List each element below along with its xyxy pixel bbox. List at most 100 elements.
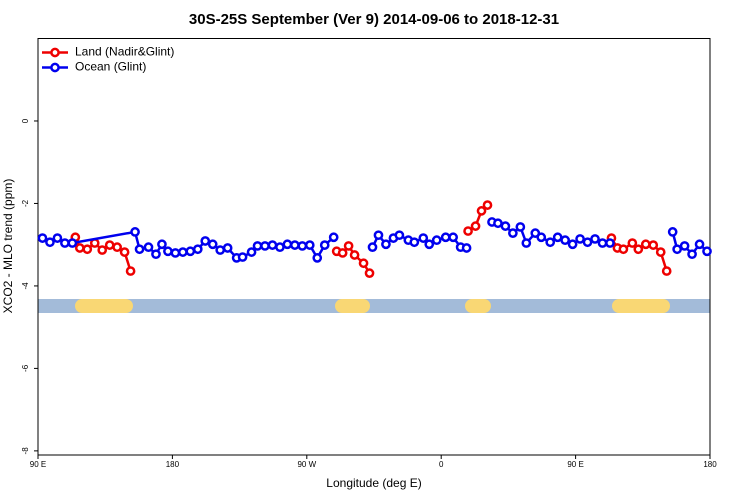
- data-point: [52, 233, 63, 243]
- data-point: [328, 232, 339, 243]
- data-point: [297, 241, 308, 251]
- data-point: [500, 221, 511, 231]
- data-point: [151, 249, 161, 260]
- legend-label: Ocean (Glint): [75, 60, 146, 74]
- data-point: [597, 238, 608, 248]
- chart-title: 30S-25S September (Ver 9) 2014-09-06 to …: [189, 11, 559, 28]
- legend-label: Land (Nadir&Glint): [75, 45, 174, 59]
- data-point: [508, 228, 518, 238]
- data-point: [536, 232, 547, 243]
- data-point: [409, 237, 420, 248]
- data-point: [343, 241, 354, 251]
- data-point: [312, 253, 323, 263]
- data-point: [200, 236, 211, 246]
- data-point: [633, 244, 644, 255]
- data-point: [493, 218, 503, 229]
- data-point: [381, 239, 391, 250]
- data-point: [337, 248, 348, 258]
- data-point: [590, 234, 600, 244]
- data-point: [260, 241, 270, 251]
- data-point: [431, 235, 442, 246]
- data-point: [618, 244, 629, 255]
- data-point: [178, 247, 188, 257]
- data-point: [560, 235, 570, 246]
- data-point: [222, 243, 233, 253]
- data-point: [364, 268, 375, 278]
- data-point: [521, 238, 532, 248]
- data-point: [661, 266, 672, 276]
- y-axis-label: XCO2 - MLO trend (ppm): [1, 179, 15, 314]
- x-tick-label: 180: [703, 460, 717, 469]
- data-point: [215, 245, 226, 255]
- data-point: [60, 238, 70, 248]
- data-point: [575, 234, 585, 244]
- data-point: [125, 266, 136, 276]
- data-point: [163, 246, 173, 257]
- data-point: [605, 238, 615, 248]
- data-point: [702, 246, 712, 257]
- data-point: [143, 242, 154, 253]
- data-point: [461, 243, 472, 253]
- data-point: [358, 258, 369, 269]
- data-point: [82, 244, 93, 255]
- data-point: [672, 244, 682, 255]
- data-point: [97, 245, 108, 255]
- data-point: [640, 239, 651, 250]
- data-point: [418, 233, 429, 243]
- data-point: [112, 242, 122, 253]
- x-axis-label: Longitude (deg E): [326, 476, 421, 490]
- data-point: [667, 227, 678, 237]
- land-band: [612, 299, 670, 313]
- data-point: [545, 237, 556, 248]
- y-tick-label: -8: [21, 447, 30, 455]
- data-point: [463, 226, 473, 236]
- plot-frame: [37, 38, 711, 456]
- data-point: [130, 227, 140, 237]
- data-point: [424, 239, 435, 250]
- data-point: [282, 239, 293, 250]
- data-point: [655, 247, 666, 257]
- data-point: [470, 221, 481, 231]
- data-point: [246, 247, 257, 257]
- data-point: [207, 239, 218, 250]
- x-tick-label: 180: [166, 460, 180, 469]
- data-point: [648, 240, 659, 250]
- data-point: [157, 239, 167, 250]
- data-point: [290, 240, 300, 250]
- y-tick-label: -2: [21, 199, 30, 207]
- land-band: [465, 299, 491, 313]
- x-tick-label: 90 W: [297, 460, 316, 469]
- data-point: [552, 232, 563, 243]
- data-point: [694, 239, 705, 250]
- data-point: [237, 252, 248, 262]
- legend-marker: [50, 47, 60, 58]
- data-point: [304, 240, 315, 250]
- data-point: [515, 222, 526, 232]
- surface-mask: [38, 299, 710, 313]
- data-point: [679, 241, 690, 251]
- x-tick-label: 90 E: [567, 460, 583, 469]
- data-point: [104, 240, 115, 250]
- data-point: [440, 232, 451, 243]
- data-point: [482, 200, 493, 210]
- data-point: [582, 237, 593, 248]
- land-band: [335, 299, 370, 313]
- data-point: [119, 247, 130, 257]
- data-point: [267, 240, 278, 250]
- data-point: [319, 240, 330, 250]
- data-point: [373, 230, 384, 241]
- data-point: [627, 238, 638, 248]
- data-point: [74, 243, 85, 253]
- land-band: [75, 299, 133, 313]
- data-point: [37, 233, 48, 243]
- x-tick-label: 0: [439, 460, 444, 469]
- data-point: [476, 206, 487, 216]
- data-point: [275, 242, 285, 253]
- data-point: [448, 232, 458, 243]
- data-point: [687, 249, 697, 260]
- data-point: [349, 250, 360, 260]
- data-point: [367, 242, 378, 253]
- data-point: [45, 237, 55, 248]
- y-tick-label: -4: [21, 282, 30, 290]
